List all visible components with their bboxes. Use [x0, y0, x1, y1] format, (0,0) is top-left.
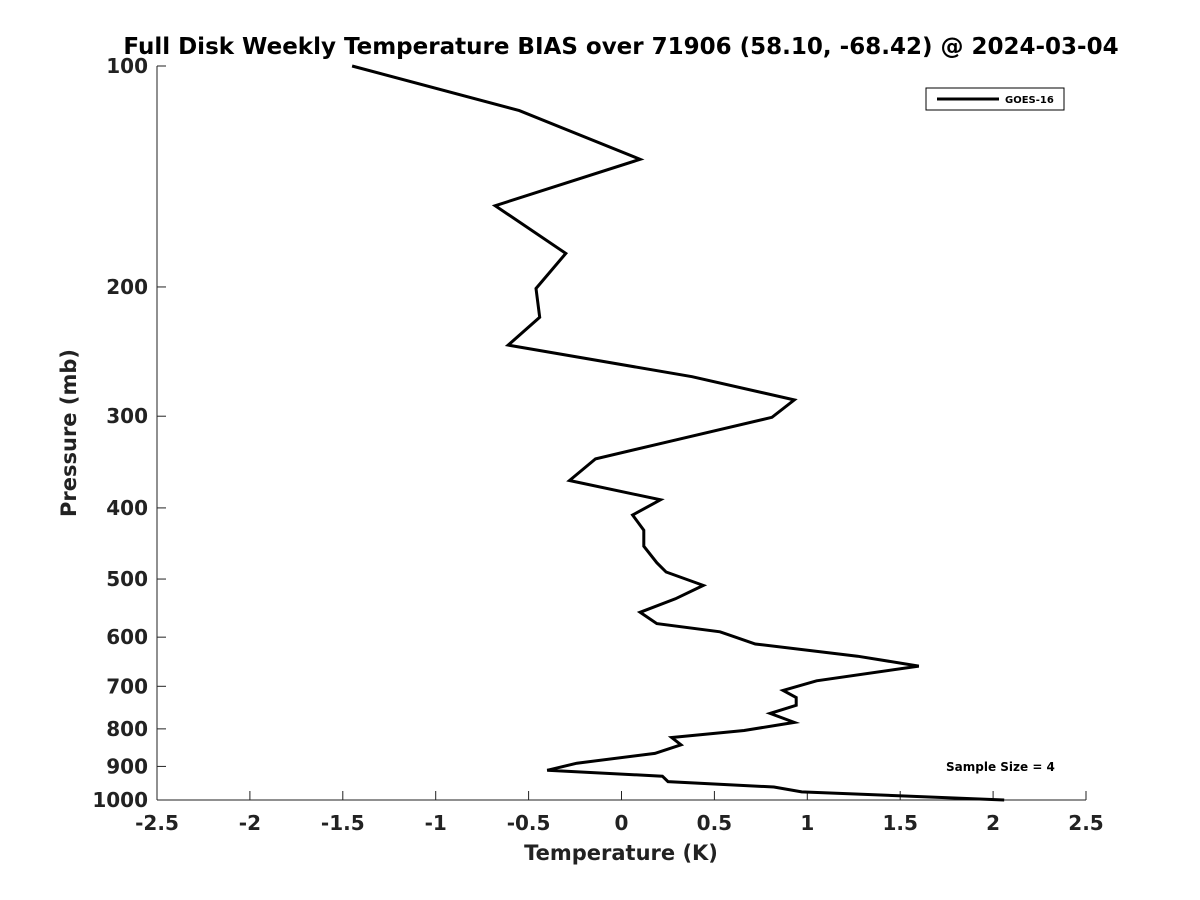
y-axis-label: Pressure (mb) [57, 349, 81, 517]
legend-label-goes-16: GOES-16 [1005, 95, 1054, 106]
x-axis-ticks: -2.5 -2 -1.5 -1 -0.5 0 0.5 1 1.5 2 2.5 [135, 791, 1104, 835]
x-tick-label: -1.5 [321, 811, 365, 835]
sample-size-annotation: Sample Size = 4 [946, 760, 1055, 774]
x-tick-label: -2 [239, 811, 261, 835]
y-tick-label: 200 [106, 275, 148, 299]
x-tick-label: 2.5 [1068, 811, 1103, 835]
x-tick-label: -1 [425, 811, 447, 835]
x-tick-label: 1.5 [882, 811, 917, 835]
y-tick-label: 300 [106, 404, 148, 428]
y-tick-label: 1000 [92, 788, 148, 812]
y-tick-label: 900 [106, 754, 148, 778]
x-axis-label: Temperature (K) [524, 841, 718, 865]
y-tick-label: 600 [106, 625, 148, 649]
legend: GOES-16 [925, 87, 1065, 111]
x-tick-label: -0.5 [507, 811, 551, 835]
x-tick-label: 0 [615, 811, 629, 835]
series-line-goes-16 [351, 64, 1005, 802]
x-tick-label: -2.5 [135, 811, 179, 835]
y-tick-label: 700 [106, 674, 148, 698]
x-tick-label: 0.5 [697, 811, 732, 835]
x-tick-label: 1 [800, 811, 814, 835]
y-tick-label: 100 [106, 54, 148, 78]
y-tick-label: 500 [106, 567, 148, 591]
chart-title: Full Disk Weekly Temperature BIAS over 7… [123, 34, 1118, 60]
y-tick-label: 800 [106, 717, 148, 741]
x-tick-label: 2 [986, 811, 1000, 835]
y-axis-ticks: 100 200 300 400 500 600 700 800 900 1000 [92, 54, 166, 812]
y-tick-label: 400 [106, 496, 148, 520]
